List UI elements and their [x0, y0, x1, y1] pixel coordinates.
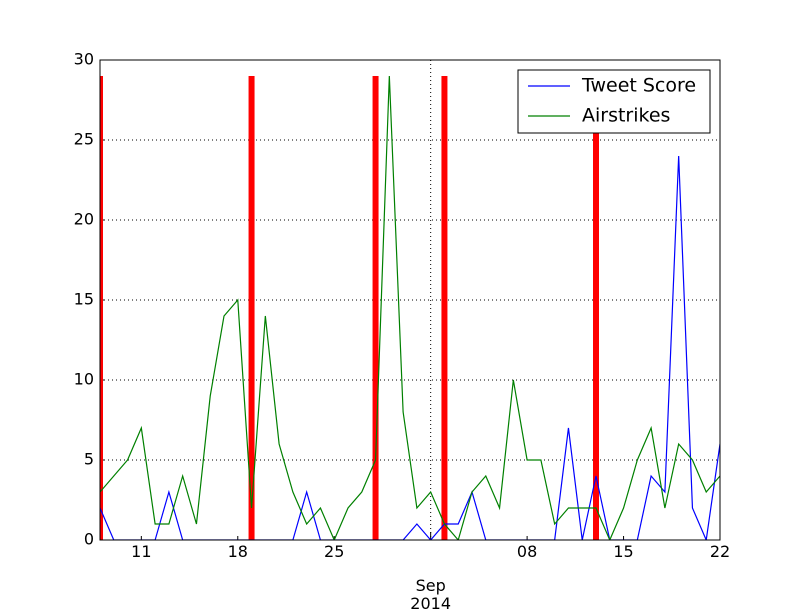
- legend-label: Tweet Score: [581, 75, 696, 97]
- x-tick-label: 08: [516, 542, 538, 561]
- legend-box: [517, 69, 711, 134]
- bar: [100, 76, 103, 540]
- y-tick-label: 5: [84, 450, 94, 469]
- x-tick-label: Sep 2014: [410, 576, 452, 613]
- bar: [248, 76, 255, 540]
- y-tick-label: 15: [74, 290, 94, 309]
- bar: [441, 76, 448, 540]
- line: [100, 155, 720, 540]
- y-tick-label: 10: [74, 370, 94, 389]
- x-tick-label: 15: [613, 542, 634, 561]
- legend-label: Airstrikes: [582, 105, 670, 127]
- x-tick-label: 11: [131, 542, 152, 561]
- y-tick-label: 25: [74, 130, 94, 149]
- plot-frame: [99, 59, 721, 541]
- bar: [593, 76, 599, 540]
- bar: [372, 76, 379, 540]
- line: [100, 75, 720, 540]
- y-tick-label: 20: [74, 210, 94, 229]
- y-tick-label: 0: [84, 530, 94, 549]
- x-tick-label: 22: [709, 542, 731, 561]
- x-tick-label: 25: [324, 542, 345, 561]
- x-tick-label: 18: [227, 542, 248, 561]
- chart: 0 5 10 15 20 25 30 Tweet Score Airstrikes: [74, 50, 721, 549]
- y-tick-label: 30: [74, 50, 94, 69]
